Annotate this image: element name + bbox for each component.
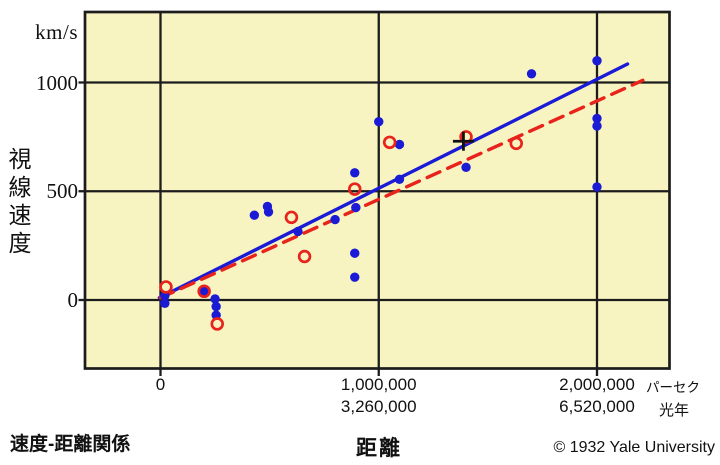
x-axis-unit-lightyear-label: 光年: [659, 402, 690, 419]
copyright-note: © 1932 Yale University: [553, 439, 716, 456]
data-point-galaxies-filled-blue: [199, 286, 209, 296]
data-point-galaxies-filled-blue: [211, 301, 221, 312]
data-point-galaxies-filled-blue: [374, 116, 384, 127]
data-point-galaxies-filled-blue: [210, 294, 220, 304]
data-point-galaxies-open-red: [197, 284, 211, 299]
x-tick-label-parsec: 1,000,000: [340, 375, 417, 394]
data-point-galaxies-open-red: [509, 136, 523, 151]
y-tick-label: 1000: [36, 70, 78, 95]
figure-title: 速度-距離関係: [10, 434, 131, 455]
data-point-galaxies-filled-blue: [249, 210, 260, 220]
x-tick-label-parsec: 0: [155, 375, 166, 394]
data-point-galaxies-open-red: [297, 249, 312, 264]
y-axis-unit-label: km/s: [35, 20, 78, 44]
x-tick-label-lightyear: 3,260,000: [340, 397, 417, 416]
y-tick-label: 0: [67, 288, 79, 312]
data-point-galaxies-open-red: [159, 280, 173, 294]
fit-solid-blue-line: [157, 62, 630, 300]
data-point-galaxies-filled-blue: [351, 202, 361, 213]
data-point-galaxies-open-red: [210, 317, 224, 331]
data-point-galaxies-filled-blue: [350, 248, 360, 258]
data-point-galaxies-filled-blue: [592, 56, 602, 66]
data-point-galaxies-open-red: [382, 135, 397, 150]
x-tick-label-lightyear: 6,520,000: [559, 397, 635, 416]
data-point-galaxies-filled-blue: [160, 298, 170, 308]
data-point-galaxies-filled-blue: [592, 121, 602, 131]
data-point-galaxies-filled-blue: [526, 69, 537, 79]
data-point-galaxies-filled-blue: [263, 207, 274, 217]
x-axis-title: 距離: [356, 437, 402, 460]
data-point-galaxies-filled-blue: [293, 226, 303, 237]
y-axis-title: 視線速度: [5, 147, 31, 259]
data-point-galaxies-filled-blue: [330, 214, 340, 225]
y-tick-label: 500: [46, 179, 79, 204]
data-point-galaxies-filled-blue: [394, 139, 405, 150]
data-point-galaxies-filled-blue: [394, 174, 405, 184]
x-axis-unit-parsec-label: パーセク: [646, 380, 700, 395]
data-point-galaxies-open-red: [347, 182, 362, 196]
data-point-galaxies-filled-blue: [350, 272, 360, 282]
data-point-galaxies-filled-blue: [592, 182, 602, 192]
x-tick-label-parsec: 2,000,000: [559, 375, 635, 394]
data-point-galaxies-filled-blue: [461, 162, 471, 173]
data-point-galaxies-open-red: [284, 210, 299, 225]
data-point-galaxies-filled-blue: [592, 113, 602, 124]
fit-dashed-red-line: [158, 78, 645, 300]
data-point-galaxies-filled-blue: [350, 168, 360, 178]
